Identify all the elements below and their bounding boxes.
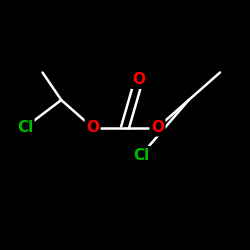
Text: O: O: [86, 120, 99, 135]
Text: Cl: Cl: [133, 148, 150, 162]
Text: O: O: [132, 72, 145, 88]
Text: O: O: [151, 120, 164, 135]
Text: Cl: Cl: [17, 120, 33, 135]
